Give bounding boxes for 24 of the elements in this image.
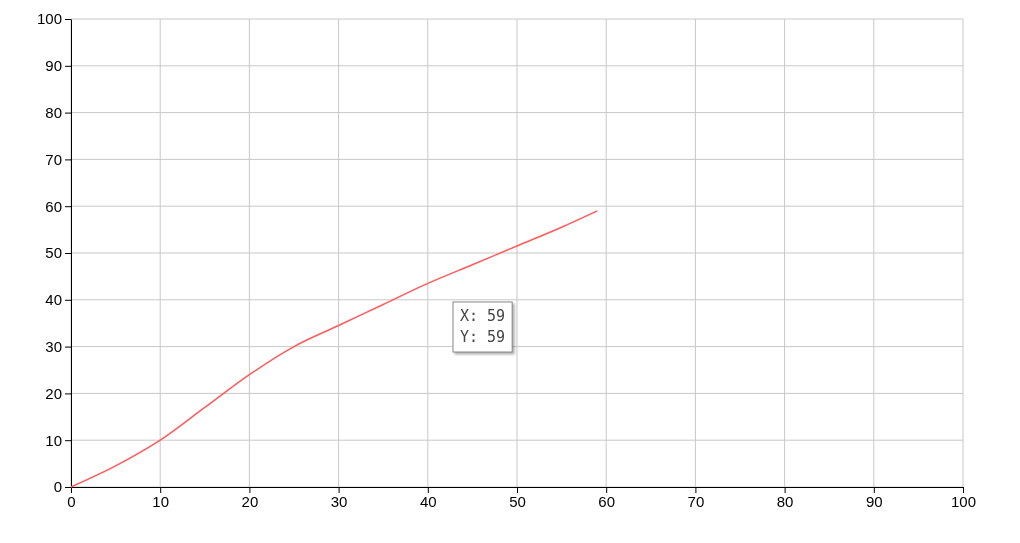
annotation: X: 59 Y: 59 — [460, 307, 506, 346]
x-tick-label: 30 — [330, 492, 348, 510]
x-tick-label: 0 — [67, 492, 76, 510]
x-tick-label: 80 — [776, 492, 794, 510]
x-tick-label: 40 — [419, 492, 437, 510]
y-tick-label: 40 — [45, 291, 62, 309]
y-tick-label: 50 — [45, 244, 62, 262]
x-tick-label: 20 — [241, 492, 259, 510]
y-tick-label: 60 — [45, 197, 62, 215]
y-tick-label: 70 — [45, 150, 62, 168]
x-tick-label: 10 — [152, 492, 170, 510]
x-tick-label: 90 — [865, 492, 883, 510]
y-tick-label: 10 — [45, 431, 62, 449]
y-tick-label: 90 — [45, 57, 62, 75]
y-tick-label: 20 — [45, 384, 62, 402]
line-series — [70, 210, 599, 488]
x-tick-label: 100 — [950, 492, 977, 510]
x-tick-label: 60 — [598, 492, 616, 510]
y-tick-label: 0 — [53, 478, 62, 496]
y-tick-label: 100 — [36, 10, 62, 28]
y-tick-label: 30 — [45, 337, 62, 355]
x-tick-label: 70 — [687, 492, 705, 510]
y-tick-label: 80 — [45, 103, 62, 121]
x-tick-label: 50 — [509, 492, 526, 510]
